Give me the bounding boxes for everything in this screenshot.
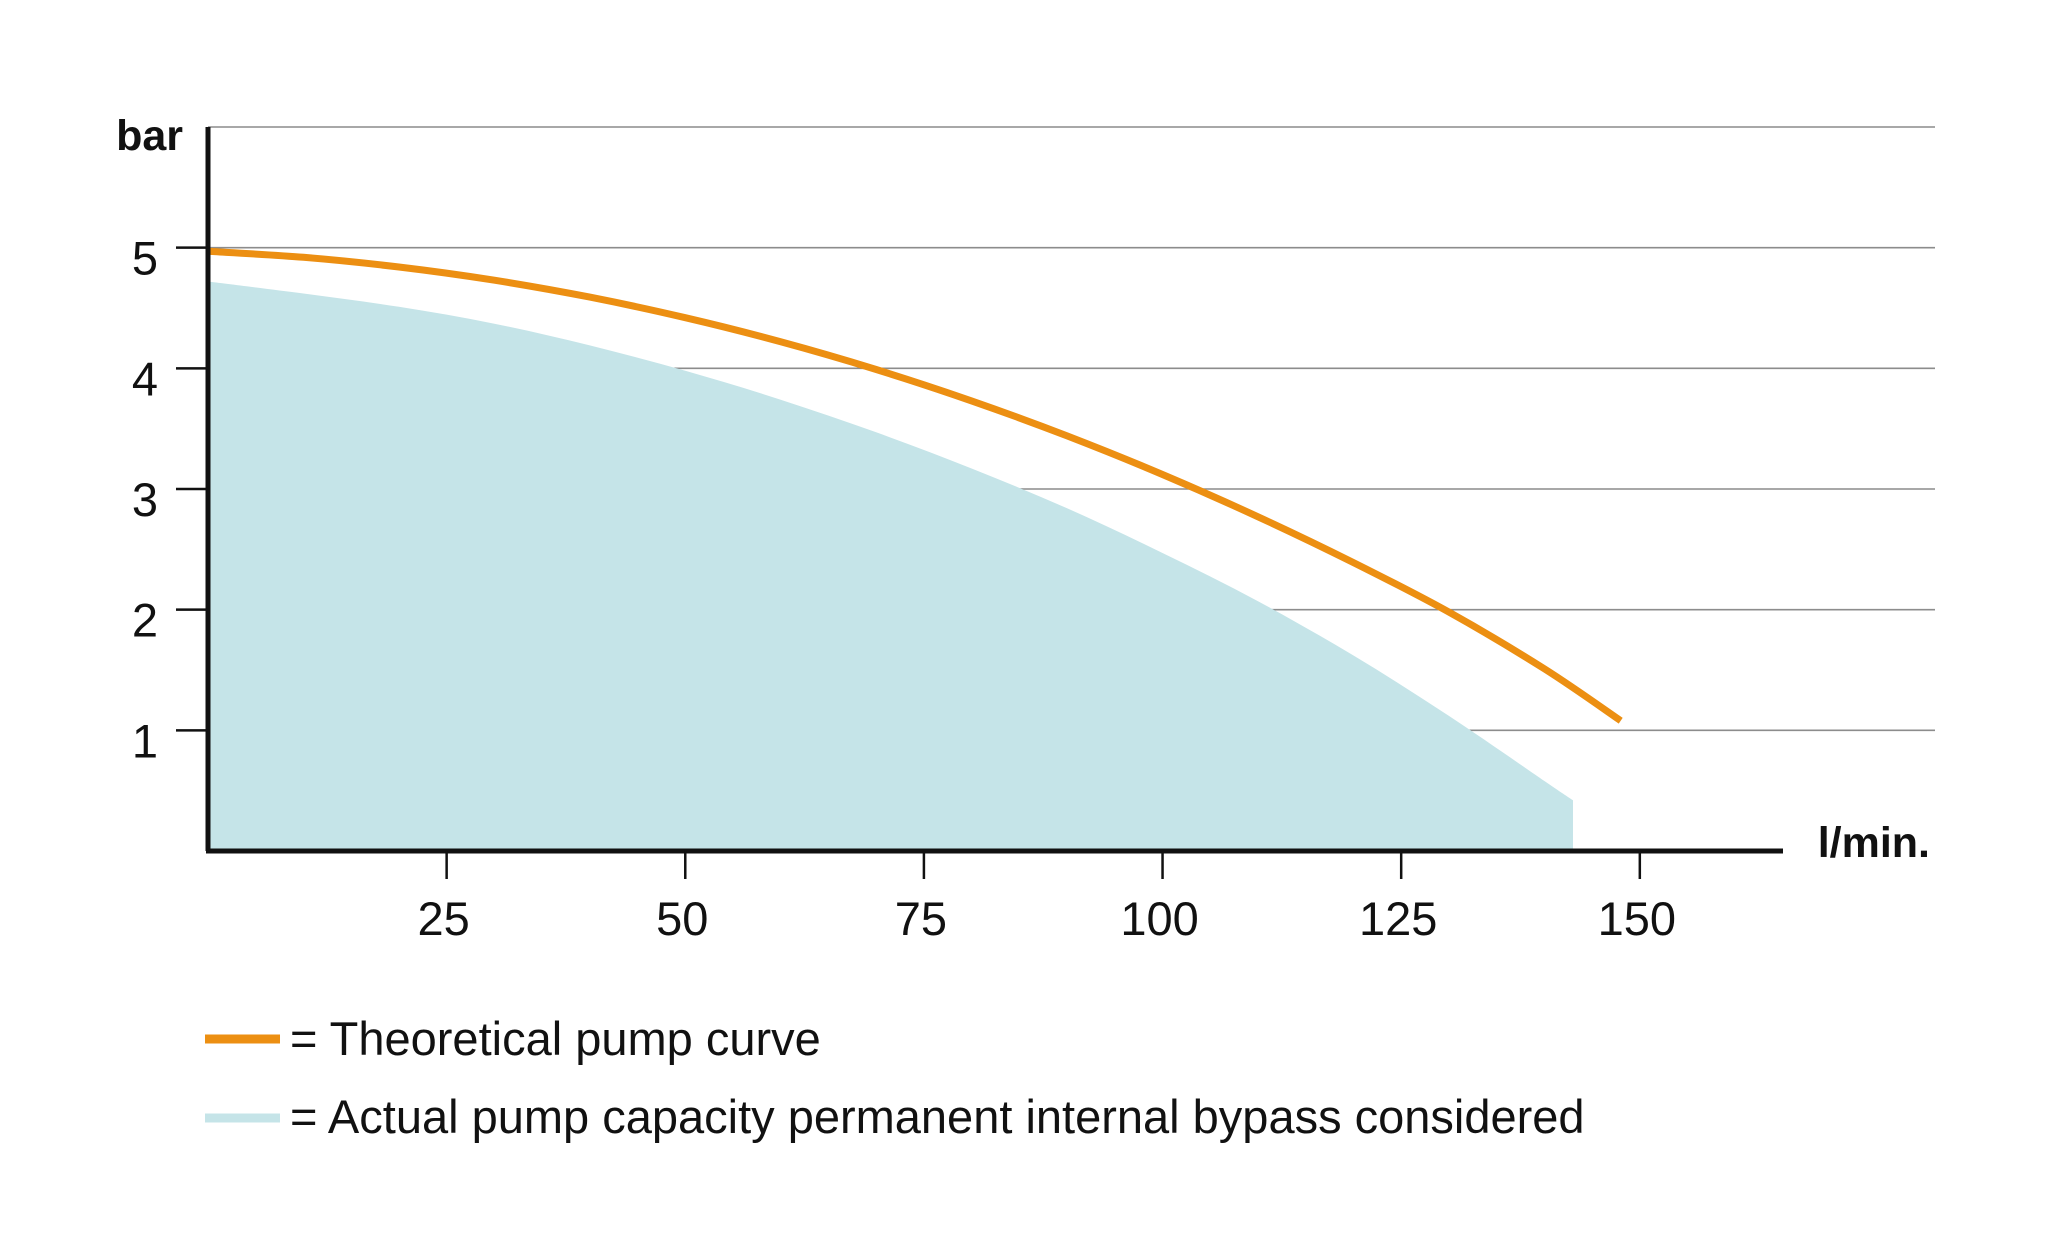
ticks: 25 50 75 100 125 150 1 2 3 4 5	[132, 232, 1676, 945]
x-tick-label: 125	[1359, 892, 1437, 945]
legend-label-theoretical: = Theoretical pump curve	[290, 1012, 821, 1065]
x-tick-label: 100	[1120, 892, 1198, 945]
y-tick-label: 3	[132, 473, 158, 526]
y-tick-label: 5	[132, 232, 158, 285]
y-tick-label: 4	[132, 352, 158, 405]
x-tick-label: 75	[895, 892, 947, 945]
x-tick-label: 150	[1598, 892, 1676, 945]
series-line-theoretical-curve	[207, 247, 1623, 724]
series-area-actual-capacity	[208, 281, 1573, 851]
x-tick-label: 50	[656, 892, 708, 945]
y-axis-title: bar	[116, 112, 183, 160]
x-tick-label: 25	[417, 892, 469, 945]
legend: = Theoretical pump curve = Actual pump c…	[205, 1012, 1585, 1143]
y-tick-label: 2	[132, 594, 158, 647]
legend-label-actual: = Actual pump capacity permanent interna…	[290, 1090, 1585, 1143]
y-tick-label: 1	[132, 714, 158, 767]
line-layer	[207, 247, 1623, 724]
area-layer	[208, 281, 1573, 851]
x-axis-title: l/min.	[1818, 819, 1930, 867]
